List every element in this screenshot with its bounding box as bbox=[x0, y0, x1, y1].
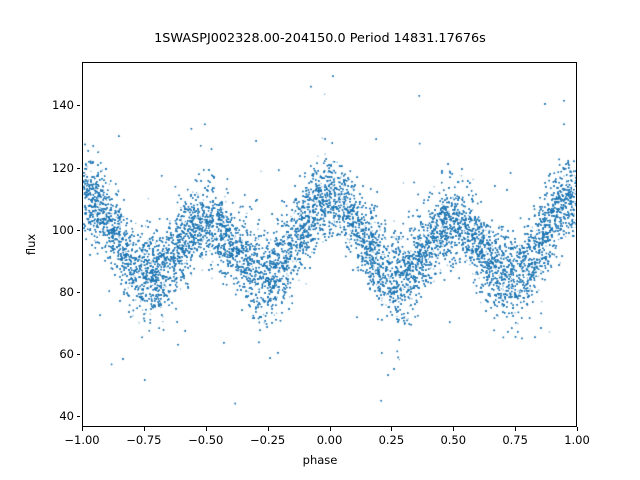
scatter-plot-canvas bbox=[83, 63, 576, 426]
x-tick-label: 0.00 bbox=[316, 433, 343, 447]
plot-axes bbox=[82, 62, 577, 427]
x-tickmark bbox=[205, 427, 207, 431]
x-tickmark bbox=[143, 427, 145, 431]
x-tickmark bbox=[329, 427, 331, 431]
x-tickmark bbox=[391, 427, 393, 431]
x-axis-label: phase bbox=[302, 453, 338, 467]
x-axis-tick-labels: −1.00 −0.75 −0.50 −0.25 0.00 0.25 0.50 0.75 1.00 bbox=[0, 433, 640, 453]
y-tick-label: 60 bbox=[59, 347, 74, 361]
x-tick-label: 1.00 bbox=[564, 433, 590, 447]
y-tick-label: 120 bbox=[52, 160, 74, 175]
x-tick-label: −0.75 bbox=[126, 433, 162, 447]
y-tickmark bbox=[76, 291, 80, 293]
y-tick-label: 40 bbox=[59, 409, 74, 424]
y-tick-label: 100 bbox=[52, 222, 74, 237]
x-tickmark bbox=[515, 427, 517, 431]
y-tickmark bbox=[76, 167, 80, 169]
x-tick-label: 0.75 bbox=[502, 433, 528, 447]
y-tickmark bbox=[76, 229, 80, 231]
y-axis-label: flux bbox=[24, 233, 38, 256]
x-tickmark bbox=[577, 427, 578, 431]
page-title: 1SWASPJ002328.00-204150.0 Period 14831.1… bbox=[154, 31, 486, 46]
x-tickmark bbox=[82, 427, 83, 431]
y-tickmark bbox=[76, 416, 80, 418]
x-tick-label: −0.50 bbox=[188, 433, 224, 447]
y-tick-label: 80 bbox=[59, 284, 74, 299]
y-tickmark bbox=[76, 354, 80, 355]
y-axis-tick-labels: 40 60 80 100 120 140 bbox=[0, 0, 74, 480]
x-tick-label: 0.50 bbox=[440, 433, 467, 447]
x-tickmark bbox=[267, 427, 269, 431]
x-tick-label: −1.00 bbox=[64, 433, 100, 447]
y-tickmark bbox=[76, 105, 80, 107]
x-tickmark bbox=[453, 427, 455, 431]
x-tick-label: 0.25 bbox=[378, 433, 405, 447]
x-tick-label: −0.25 bbox=[250, 433, 286, 447]
y-tick-label: 140 bbox=[52, 98, 74, 113]
